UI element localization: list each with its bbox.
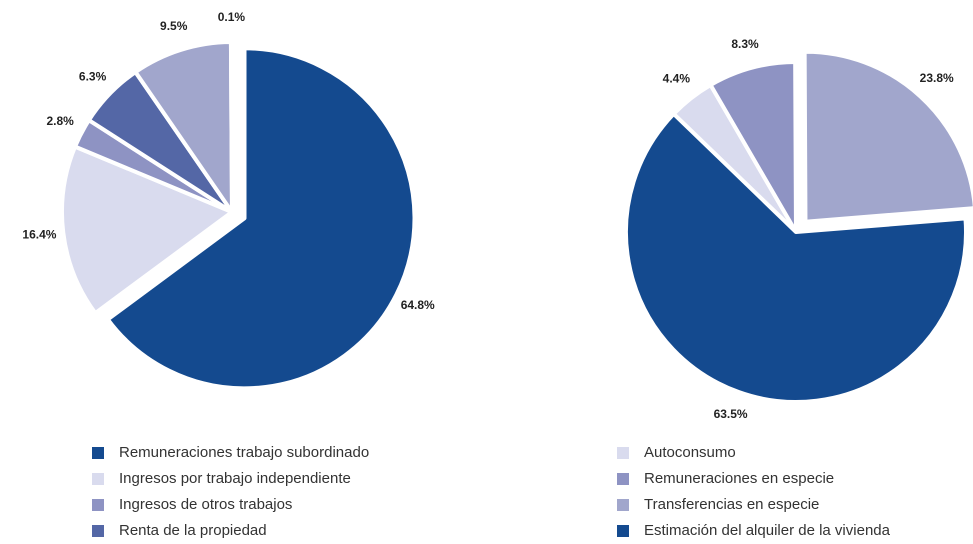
legend-swatch bbox=[92, 525, 104, 537]
slice-label: 6.3% bbox=[79, 69, 107, 83]
pie-slice bbox=[228, 40, 234, 214]
legend-label: Remuneraciones trabajo subordinado bbox=[119, 444, 369, 461]
pie-slice bbox=[802, 49, 973, 224]
pie-slice bbox=[624, 111, 968, 404]
slice-label: 23.8% bbox=[920, 71, 954, 85]
legend-swatch bbox=[92, 447, 104, 459]
pie-slice bbox=[708, 60, 798, 234]
legend-label: Renta de la propiedad bbox=[119, 522, 267, 539]
legend-label: Estimación del alquiler de la vivienda bbox=[644, 522, 891, 539]
legend-label: Transferencias en especie bbox=[644, 496, 819, 513]
slice-label: 4.4% bbox=[663, 71, 691, 85]
legend-label: Remuneraciones en especie bbox=[644, 470, 834, 487]
legend-label: Autoconsumo bbox=[644, 444, 736, 461]
slice-label: 9.5% bbox=[160, 19, 188, 33]
slice-label: 16.4% bbox=[22, 228, 56, 242]
slice-label: 2.8% bbox=[46, 114, 74, 128]
legend-swatch bbox=[617, 447, 629, 459]
slice-label: 64.8% bbox=[401, 298, 435, 312]
pie-slice bbox=[105, 46, 417, 391]
slice-label: 0.1% bbox=[218, 10, 246, 24]
pie-slice bbox=[133, 40, 234, 214]
legend-label: Ingresos por trabajo independiente bbox=[119, 470, 351, 487]
pie-slice bbox=[60, 144, 234, 316]
slice-label: 63.5% bbox=[714, 407, 748, 421]
slice-label: 8.3% bbox=[731, 37, 759, 51]
legend-swatch bbox=[92, 499, 104, 511]
legend-swatch bbox=[617, 499, 629, 511]
legend-swatch bbox=[617, 473, 629, 485]
legend-label: Ingresos de otros trabajos bbox=[119, 496, 292, 513]
legend-swatch bbox=[92, 473, 104, 485]
legend-swatch bbox=[617, 525, 629, 537]
